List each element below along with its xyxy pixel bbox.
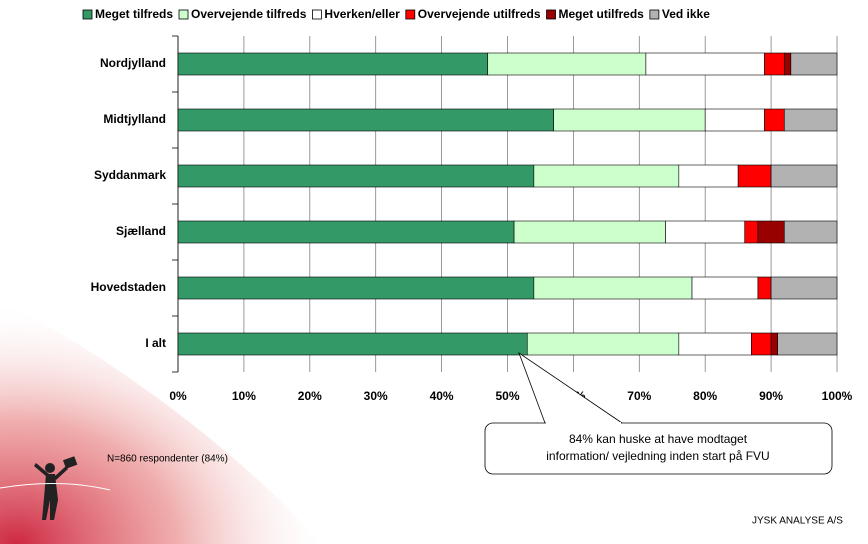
callout: 84% kan huske at have modtaget informati… [484, 351, 833, 475]
bar-segment [764, 52, 785, 76]
bar-segment [770, 164, 838, 188]
bar-segment [678, 164, 739, 188]
legend-swatch [405, 9, 416, 20]
legend-label: Overvejende tilfreds [191, 7, 307, 21]
silhouette [34, 456, 78, 520]
x-tick-label: 70% [627, 389, 651, 403]
bar-segment [737, 164, 772, 188]
callout-text: 84% kan huske at have modtaget [569, 432, 748, 446]
legend-label: Meget tilfreds [95, 7, 173, 21]
bar-segment [177, 332, 528, 356]
x-tick-label: 80% [693, 389, 717, 403]
bar-segment [533, 276, 693, 300]
bar-segment [678, 332, 752, 356]
y-tick-label: Sjælland [116, 224, 166, 238]
footer: JYSK ANALYSE A/S [752, 516, 843, 527]
bar-segment [177, 220, 515, 244]
bar-segment [691, 276, 759, 300]
bar-segment [751, 332, 772, 356]
legend-swatch [312, 9, 322, 20]
background-swoosh [0, 300, 320, 544]
bar-segment [645, 52, 765, 76]
bar-segment [783, 220, 838, 244]
legend-swatch [649, 9, 660, 20]
callout-pointer [518, 351, 623, 424]
bar-segment [526, 332, 680, 356]
y-tick-label: Nordjylland [100, 56, 166, 70]
plot-area: 0%10%20%30%40%50%60%70%80%90%100%Nordjyl… [82, 7, 853, 403]
bar-segment [513, 220, 666, 244]
note: N=860 respondenter (84%) [107, 454, 228, 465]
x-tick-label: 90% [759, 389, 783, 403]
callout-text: information/ vejledning inden start på F… [546, 449, 769, 463]
bar-segment [177, 276, 535, 300]
bar-segment [177, 108, 554, 132]
x-tick-label: 100% [822, 389, 853, 403]
x-tick-label: 40% [430, 389, 454, 403]
bar-segment [770, 276, 838, 300]
bar-segment [177, 52, 489, 76]
decor-line [0, 482, 111, 491]
bar-segment [553, 108, 706, 132]
legend-label: Overvejende utilfreds [418, 7, 541, 21]
bar-segment [744, 220, 759, 244]
y-tick-label: Hovedstaden [91, 280, 166, 294]
legend-label: Hverken/eller [324, 7, 400, 21]
x-tick-label: 0% [169, 389, 187, 403]
bar-segment [764, 108, 785, 132]
bar-segment [177, 164, 535, 188]
y-tick-label: Midtjylland [103, 112, 166, 126]
y-tick-label: I alt [145, 336, 166, 350]
legend-swatch [178, 9, 189, 20]
x-tick-label: 20% [298, 389, 322, 403]
bar-segment [783, 108, 838, 132]
bar-segment [487, 52, 647, 76]
bar-segment [533, 164, 680, 188]
bar-segment [665, 220, 746, 244]
bar-segment [777, 332, 838, 356]
x-tick-label: 10% [232, 389, 256, 403]
x-tick-label: 30% [364, 389, 388, 403]
bar-segment [704, 108, 765, 132]
legend-label: Ved ikke [662, 7, 710, 21]
legend-swatch [82, 9, 93, 20]
bar-segment [757, 276, 772, 300]
bar-segment [757, 220, 785, 244]
bar-segment [790, 52, 838, 76]
bar-segment [770, 332, 778, 356]
y-tick-label: Syddanmark [94, 168, 166, 182]
bar-segment [783, 52, 792, 76]
legend-label: Meget utilfreds [559, 7, 645, 21]
callout-box [484, 422, 833, 475]
x-tick-label: 50% [495, 389, 519, 403]
legend-swatch [546, 9, 556, 20]
